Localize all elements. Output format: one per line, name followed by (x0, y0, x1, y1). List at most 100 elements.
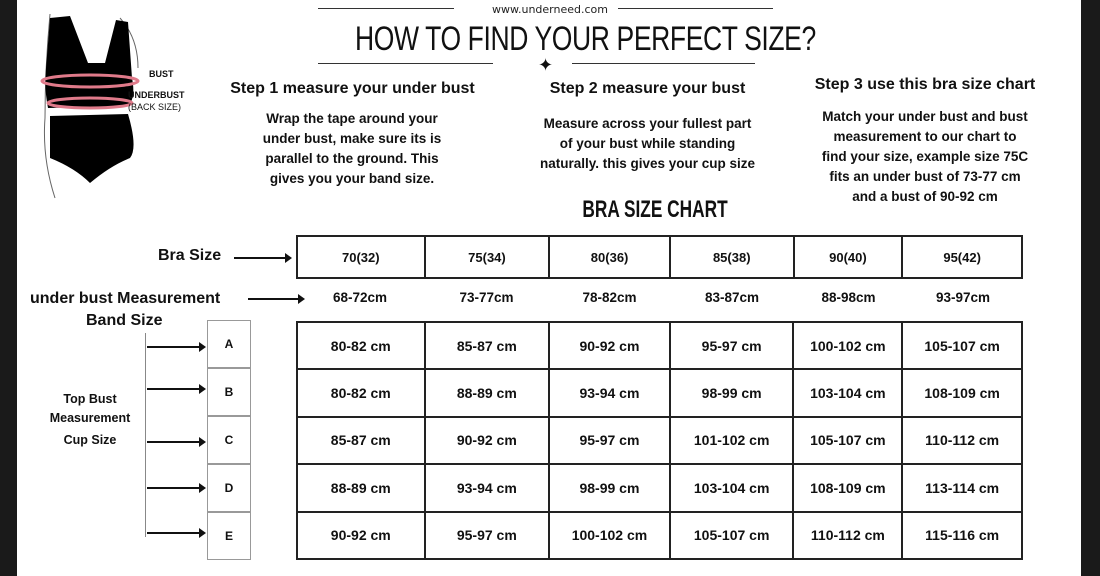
divider (318, 8, 454, 9)
bust-measurement-cell: 100-102 cm (792, 320, 904, 371)
bra-size-cell: 85(38) (668, 235, 795, 279)
bust-measurement-cell: 80-82 cm (296, 320, 426, 371)
bust-measurement-cell: 90-92 cm (548, 320, 671, 371)
text-line: and a bust of 90-92 cm (852, 189, 998, 204)
right-border (1081, 0, 1100, 576)
cup-letter-c: C (207, 416, 251, 464)
bra-size-cell: 75(34) (423, 235, 551, 279)
step-1-title: Step 1 measure your under bust (230, 80, 475, 97)
bust-measurement-cell: 110-112 cm (792, 510, 904, 561)
bust-measurement-cell: 90-92 cm (423, 415, 551, 466)
website-url: www.underneed.com (492, 3, 608, 16)
arrow-right-icon (248, 294, 305, 304)
bust-measurement-cell: 103-104 cm (792, 368, 904, 418)
table-row: 80-82 cm 88-89 cm 93-94 cm 98-99 cm 103-104 … (296, 368, 1023, 418)
bust-measurement-cell: 115-116 cm (901, 510, 1023, 561)
step-2-description: Measure across your fullest part of your … (505, 114, 790, 174)
underbust-cell: 83-87cm (704, 290, 760, 305)
bust-measurement-cell: 93-94 cm (423, 463, 551, 513)
text-line: Measure across your fullest part (543, 116, 752, 131)
table-row: 80-82 cm 85-87 cm 90-92 cm 95-97 cm 100-102 … (296, 320, 1023, 371)
underbust-cell: 93-97cm (935, 290, 991, 305)
top-bust-label: Top Bust Measurement (35, 390, 145, 428)
bust-measurement-cell: 101-102 cm (668, 415, 795, 466)
cup-size-label: Cup Size (63, 433, 117, 447)
underbust-cell: 73-77cm (459, 290, 514, 305)
text-line: Match your under bust and bust (822, 109, 1028, 124)
bracket-line (145, 333, 146, 537)
bust-measurement-cell: 105-107 cm (901, 320, 1023, 371)
bust-measurement-cell: 108-109 cm (901, 368, 1023, 418)
bust-measurement-cell: 95-97 cm (548, 415, 671, 466)
bra-size-row: 70(32) 75(34) 80(36) 85(38) 90(40) 95(42) (296, 235, 1023, 279)
bra-size-cell: 95(42) (901, 235, 1023, 279)
bra-size-header-table: 70(32) 75(34) 80(36) 85(38) 90(40) 95(42) (296, 235, 1023, 279)
arrow-right-icon (147, 528, 206, 538)
table-row: 85-87 cm 90-92 cm 95-97 cm 101-102 cm 105-10… (296, 415, 1023, 466)
cup-letter-e: E (207, 512, 251, 560)
bust-measurement-cell: 105-107 cm (792, 415, 904, 466)
bust-measurement-cell: 85-87 cm (296, 415, 426, 466)
table-row: 88-89 cm 93-94 cm 98-99 cm 103-104 cm 108-10… (296, 463, 1023, 513)
underbust-label: UNDERBUST (128, 90, 185, 100)
bust-measurement-cell: 108-109 cm (792, 463, 904, 513)
chart-title: BRA SIZE CHART (582, 196, 728, 223)
underbust-cell: 78-82cm (582, 290, 637, 305)
body-illustration (40, 13, 140, 199)
table-row: 90-92 cm 95-97 cm 100-102 cm 105-107 cm 110-… (296, 510, 1023, 561)
cup-letter-d: D (207, 464, 251, 512)
arrow-right-icon (234, 253, 292, 263)
bust-measurement-cell: 100-102 cm (548, 510, 671, 561)
text-line: Wrap the tape around your (266, 111, 438, 126)
bra-size-cell: 90(40) (792, 235, 904, 279)
step-1-description: Wrap the tape around your under bust, mak… (217, 109, 487, 189)
bust-measurement-cell: 105-107 cm (668, 510, 795, 561)
page-title: HOW TO FIND YOUR PERFECT SIZE? (355, 20, 816, 58)
bust-measurement-cell: 90-92 cm (296, 510, 426, 561)
sparkle-icon: ✦ (538, 55, 554, 76)
arrow-right-icon (147, 384, 206, 394)
text-line: fits an under bust of 73-77 cm (829, 169, 1021, 184)
bust-measurement-cell: 98-99 cm (668, 368, 795, 418)
divider (618, 8, 773, 9)
divider (572, 63, 755, 64)
bust-measurement-cell: 110-112 cm (901, 415, 1023, 466)
underbust-sub-label: (BACK SIZE) (128, 102, 182, 112)
underbust-measurement-label: under bust Measurement (30, 290, 221, 307)
bust-measurement-cell: 98-99 cm (548, 463, 671, 513)
bust-measurement-cell: 95-97 cm (668, 320, 795, 371)
bust-measurement-cell: 103-104 cm (668, 463, 795, 513)
bust-measurement-cell: 88-89 cm (296, 463, 426, 513)
bust-label: BUST (149, 69, 174, 79)
text-line: gives you your band size. (269, 171, 435, 186)
bra-size-cell: 80(36) (548, 235, 671, 279)
bust-measurement-cell: 85-87 cm (423, 320, 551, 371)
bust-measurement-cell: 95-97 cm (423, 510, 551, 561)
bust-measurement-cell: 80-82 cm (296, 368, 426, 418)
arrow-right-icon (147, 437, 206, 447)
cup-letter-a: A (207, 320, 251, 368)
bra-size-label: Bra Size (158, 247, 222, 264)
bust-measurement-cell: 113-114 cm (901, 463, 1023, 513)
bust-measurement-cell: 88-89 cm (423, 368, 551, 418)
step-3-title: Step 3 use this bra size chart (814, 76, 1036, 93)
text-line: find your size, example size 75C (821, 149, 1029, 164)
text-line: of your bust while standing (559, 136, 736, 151)
cup-size-table: 80-82 cm 85-87 cm 90-92 cm 95-97 cm 100-102 … (296, 320, 1023, 561)
underbust-cell: 68-72cm (332, 290, 388, 305)
text-line: under bust, make sure its is (262, 131, 442, 146)
text-line: Measurement (49, 411, 131, 425)
arrow-right-icon (147, 342, 206, 352)
underbust-cell: 88-98cm (821, 290, 876, 305)
text-line: parallel to the ground. This (265, 151, 439, 166)
text-line: Top Bust (63, 392, 117, 406)
bra-size-cell: 70(32) (296, 235, 426, 279)
cup-letter-b: B (207, 368, 251, 416)
text-line: measurement to our chart to (833, 129, 1017, 144)
step-2-title: Step 2 measure your bust (549, 80, 746, 97)
left-border (0, 0, 17, 576)
arrow-right-icon (147, 483, 206, 493)
step-3-description: Match your under bust and bust measuremen… (785, 107, 1065, 207)
bust-measurement-cell: 93-94 cm (548, 368, 671, 418)
divider (318, 63, 493, 64)
